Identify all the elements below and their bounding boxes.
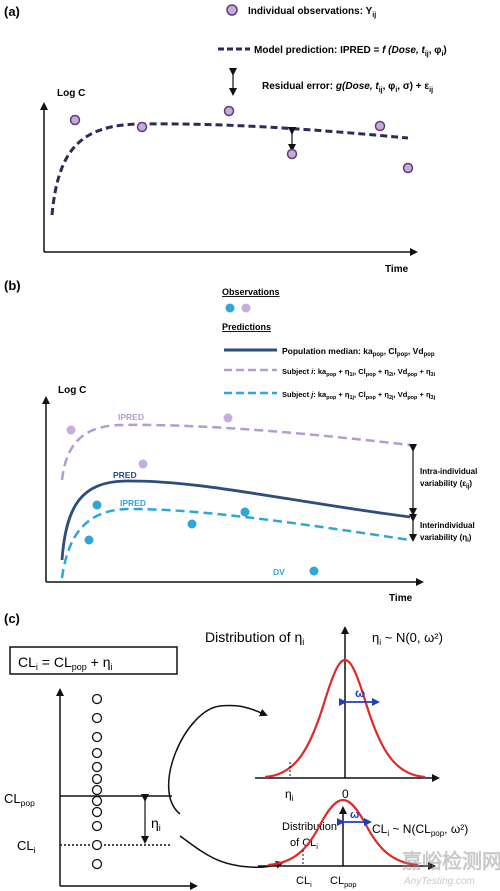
clearance-point (91, 731, 103, 743)
zero-tick-label: 0 (342, 787, 349, 801)
clearance-point (91, 693, 103, 705)
clearance-point (91, 858, 103, 870)
arrow-to-cl-distribution (179, 835, 284, 869)
eta-bracket-label: ηi (151, 815, 161, 833)
watermark: 嘉峪检测网 AnyTesting.com (401, 849, 500, 887)
predictions-heading: Predictions (222, 322, 271, 332)
intra-variability-line1: Intra-individual (420, 467, 477, 476)
observation-point (286, 148, 298, 160)
observations-heading: Observations (222, 287, 280, 297)
clearance-point (91, 795, 103, 807)
eta-i-tick-label: ηi (285, 787, 294, 803)
clpop-left-label: CLpop (4, 791, 35, 808)
watermark-cn: 嘉峪检测网 (401, 849, 500, 873)
observation-point (374, 120, 386, 132)
observation-point (402, 162, 414, 174)
legend-population-text: Population median: kapop, Clpop, Vdpop (282, 346, 435, 358)
clearance-point (91, 806, 103, 818)
clearance-point (91, 773, 103, 785)
panel-a-y-axis-label: Log C (57, 88, 85, 99)
legend-observation-marker (226, 4, 238, 16)
obs-subject-j (92, 500, 102, 510)
eta-distribution-title: Distribution of ηi (205, 629, 304, 647)
dv-label: DV (273, 567, 285, 577)
population-pred-curve (60, 479, 411, 561)
ipred-bottom-label: IPRED (120, 498, 146, 508)
clearance-point (91, 820, 103, 832)
ipred-top-label: IPRED (118, 412, 144, 422)
legend-obs-subject-j-marker (225, 303, 235, 313)
intra-variability-line2: variability (εij) (420, 479, 472, 490)
observation-point (69, 114, 81, 126)
obs-subject-i (66, 425, 76, 435)
legend-model-text: Model prediction: IPRED = f (Dose, tij, … (254, 45, 447, 58)
cl-distribution-line1: Distribution (282, 821, 337, 833)
clearance-point (91, 784, 103, 796)
inter-variability-line2: variability (ηi) (420, 533, 472, 544)
cl-pop-tick-label: CLpop (330, 875, 357, 889)
obs-subject-j (240, 507, 250, 517)
panel-a-label: (a) (4, 4, 20, 19)
obs-subject-j (309, 566, 319, 576)
legend-subject-j-text: Subject j: kapop + η1j, Clpop + η2j, Vdp… (282, 390, 436, 401)
panel-a: (a) Individual observations: Yij Model p… (4, 4, 447, 275)
clearance-point (91, 712, 103, 724)
panel-c: (c) CLi = CLpop + ηi CLpop CLi ηi (4, 611, 468, 890)
panel-b-x-axis-label: Time (389, 593, 413, 604)
clearance-point (91, 747, 103, 759)
cl-model-text: CLi ~ N(CLpop, ω²) (372, 822, 468, 838)
cl-normal-curve (267, 798, 419, 867)
obs-subject-j (84, 535, 94, 545)
observation-point (136, 121, 148, 133)
clearance-point (91, 761, 103, 773)
equation-text: CLi = CLpop + ηi (18, 654, 113, 672)
watermark-en: AnyTesting.com (403, 876, 475, 887)
omega-label-top: ω (355, 686, 365, 700)
clearance-point (91, 839, 103, 851)
cli-left-label: CLi (17, 838, 36, 855)
legend-observation-text: Individual observations: Yij (248, 6, 376, 19)
omega-label-bottom: ω (350, 809, 359, 821)
inter-variability-line1: Interindividual (420, 521, 475, 530)
eta-normal-curve (264, 658, 426, 779)
equation-box (9, 646, 178, 675)
panel-b-label: (b) (4, 278, 21, 293)
panel-a-x-axis-label: Time (385, 264, 409, 275)
individual-clearance-points (91, 693, 103, 870)
individual-observations (69, 105, 414, 174)
arrow-to-eta-distribution (168, 704, 268, 815)
panel-b-y-axis-label: Log C (58, 385, 86, 396)
panel-b-observations (66, 413, 319, 576)
pred-label: PRED (113, 470, 137, 480)
obs-subject-j (187, 519, 197, 529)
obs-subject-i (223, 413, 233, 423)
legend-subject-i-text: Subject i: kapop + η1i, Clpop + η2i, Vdp… (282, 367, 436, 378)
ipred-subject-j-curve (60, 507, 411, 579)
legend-obs-subject-i-marker (241, 303, 251, 313)
observation-point (223, 105, 235, 117)
legend-residual-text: Residual error: g(Dose, tij, φi, σ) + εi… (262, 81, 433, 94)
panel-c-label: (c) (4, 611, 20, 626)
ipred-subject-i-curve (60, 423, 411, 481)
model-prediction-curve (50, 122, 409, 216)
cl-i-tick-label: CLi (296, 875, 312, 889)
eta-model-text: ηi ~ N(0, ω²) (372, 630, 443, 647)
obs-subject-i (138, 459, 148, 469)
panel-b: (b) Observations Predictions Population … (4, 278, 477, 604)
